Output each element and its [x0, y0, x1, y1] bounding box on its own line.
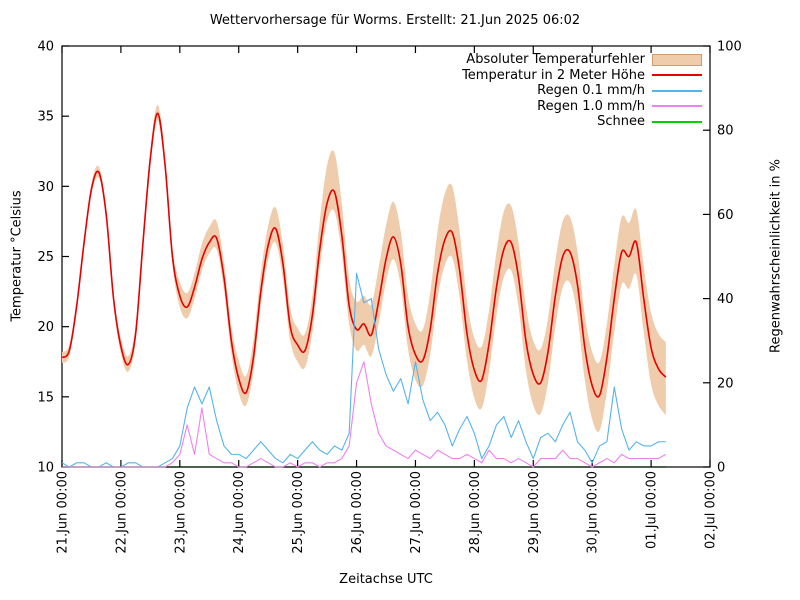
legend-item-temp: Temperatur in 2 Meter Höhe: [462, 68, 702, 84]
axis-ticks: [61, 45, 711, 468]
plot-frame-group: [61, 45, 711, 468]
x-tick-label: 30.Jun 00:00: [586, 471, 601, 554]
legend: Absoluter Temperaturfehler Temperatur in…: [462, 52, 702, 130]
x-axis-title: Zeitachse UTC: [339, 572, 433, 587]
legend-band-swatch-icon: [652, 53, 702, 66]
legend-label-schnee: Schnee: [597, 114, 645, 130]
y-right-tick-label: 60: [717, 208, 734, 223]
y-left-tick-label: 25: [37, 250, 54, 265]
y-right-tick-label: 0: [717, 461, 725, 476]
legend-label-rain10: Regen 1.0 mm/h: [537, 98, 645, 114]
x-tick-label: 28.Jun 00:00: [468, 471, 483, 554]
y-right-tick-label: 20: [717, 376, 734, 391]
legend-item-schnee: Schnee: [462, 114, 702, 130]
legend-label-band: Absoluter Temperaturfehler: [466, 52, 645, 68]
series-temp: [61, 112, 667, 398]
y-left-tick-label: 10: [37, 461, 54, 476]
series-band: [62, 104, 666, 432]
legend-label-temp: Temperatur in 2 Meter Höhe: [462, 67, 645, 83]
series-rain01: [61, 272, 666, 468]
series-rain10: [62, 361, 667, 468]
legend-rain01-line-icon: [652, 89, 702, 92]
temp-error-band: [62, 104, 666, 432]
temp-line: [61, 112, 667, 398]
rain01-line: [61, 272, 666, 468]
legend-item-band: Absoluter Temperaturfehler: [462, 52, 702, 68]
legend-schnee-line-icon: [652, 120, 702, 123]
y-left-tick-label: 35: [37, 110, 54, 125]
y-left-tick-label: 30: [37, 180, 54, 195]
x-tick-label: 29.Jun 00:00: [527, 471, 542, 554]
axis-tick-labels: 10 15 20 25 30 35 40 0 20 40 60 80 100 21.Jun 00:00 22…: [37, 40, 741, 554]
y-left-tick-label: 40: [37, 40, 54, 55]
x-tick-label: 21.Jun 00:00: [56, 471, 71, 554]
legend-label-rain01: Regen 0.1 mm/h: [537, 83, 645, 99]
y-left-tick-label: 15: [37, 390, 54, 405]
x-tick-label: 23.Jun 00:00: [173, 471, 188, 554]
rain10-line: [62, 361, 667, 468]
legend-rain10-line-icon: [652, 105, 702, 108]
y-left-tick-label: 20: [37, 320, 54, 335]
y-right-tick-label: 100: [717, 40, 742, 55]
y-right-tick-label: 80: [717, 124, 734, 139]
x-tick-label: 24.Jun 00:00: [232, 471, 247, 554]
x-tick-label: 25.Jun 00:00: [291, 471, 306, 554]
chart-title: Wettervorhersage für Worms. Erstellt: 21…: [209, 13, 581, 28]
x-tick-label: 26.Jun 00:00: [350, 471, 365, 554]
x-tick-label: 22.Jun 00:00: [114, 471, 129, 554]
x-tick-label: 27.Jun 00:00: [409, 471, 424, 554]
legend-item-rain01: Regen 0.1 mm/h: [462, 83, 702, 99]
legend-temp-line-icon: [652, 74, 702, 77]
y-right-tick-label: 40: [717, 292, 734, 307]
x-tick-label: 01.Jul 00:00: [645, 471, 660, 549]
x-tick-label: 02.Jul 00:00: [704, 471, 719, 549]
legend-item-rain10: Regen 1.0 mm/h: [462, 99, 702, 115]
